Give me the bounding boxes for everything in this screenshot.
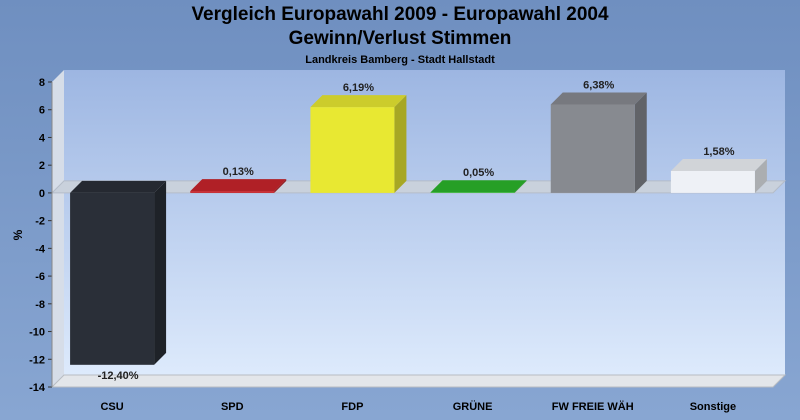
bar-side <box>634 92 647 193</box>
data-label: 6,38% <box>583 79 614 91</box>
bar-fdp <box>310 95 407 193</box>
y-tick-label: -2 <box>35 216 45 228</box>
bar-front <box>430 192 515 193</box>
x-category-label: FDP <box>341 401 363 413</box>
plot-side-wall <box>52 70 64 387</box>
chart-region: Landkreis Bamberg - Stadt Hallstadt <box>305 54 495 66</box>
data-label: 0,05% <box>463 167 494 179</box>
y-tick-label: -10 <box>29 327 45 339</box>
bar-sonstige <box>670 159 767 193</box>
bar-front <box>190 191 275 193</box>
bar-side <box>754 159 767 193</box>
x-category-label: SPD <box>221 401 244 413</box>
chart-subtitle: Gewinn/Verlust Stimmen <box>288 28 512 49</box>
bar-csu <box>70 180 167 365</box>
data-label: -12,40% <box>98 370 139 382</box>
bar-top <box>70 180 167 193</box>
bar-gr-ne <box>430 180 527 193</box>
y-axis-label: % <box>11 229 25 240</box>
plot-floor <box>50 374 787 388</box>
bar-side <box>154 180 167 365</box>
y-tick-label: 8 <box>39 77 45 89</box>
plot-back-wall <box>64 70 785 375</box>
y-tick-label: -8 <box>35 299 45 311</box>
data-label: 1,58% <box>703 146 734 158</box>
x-category-label: FW FREIE WÄH <box>552 400 634 413</box>
y-tick-label: -6 <box>35 271 45 283</box>
bar-top <box>310 95 407 108</box>
data-label: 0,13% <box>223 166 254 178</box>
bar-top <box>190 179 287 192</box>
chart-title: Vergleich Europawahl 2009 - Europawahl 2… <box>191 4 609 25</box>
x-category-label: GRÜNE <box>453 400 493 413</box>
bar-top <box>430 180 527 193</box>
bar-side <box>394 95 407 193</box>
bar-front <box>550 104 635 193</box>
x-category-label: Sonstige <box>690 401 736 413</box>
bar-top <box>550 92 647 105</box>
bar-side <box>514 180 527 193</box>
y-tick-label: -14 <box>29 382 46 394</box>
bar-fw-freie-w-h <box>550 92 647 193</box>
y-tick-label: -12 <box>29 354 45 366</box>
bar-front <box>70 192 155 365</box>
y-tick-label: 4 <box>39 132 46 144</box>
y-tick-label: -4 <box>35 243 46 255</box>
bar-front <box>310 107 395 193</box>
bar-spd <box>190 179 287 193</box>
bar-top <box>670 159 767 172</box>
bar-side <box>274 179 287 193</box>
bar-front <box>670 171 755 193</box>
data-label: 6,19% <box>343 82 374 94</box>
y-tick-label: 0 <box>39 188 45 200</box>
y-tick-label: 6 <box>39 105 45 117</box>
y-tick-label: 2 <box>39 160 45 172</box>
x-category-label: CSU <box>100 401 123 413</box>
